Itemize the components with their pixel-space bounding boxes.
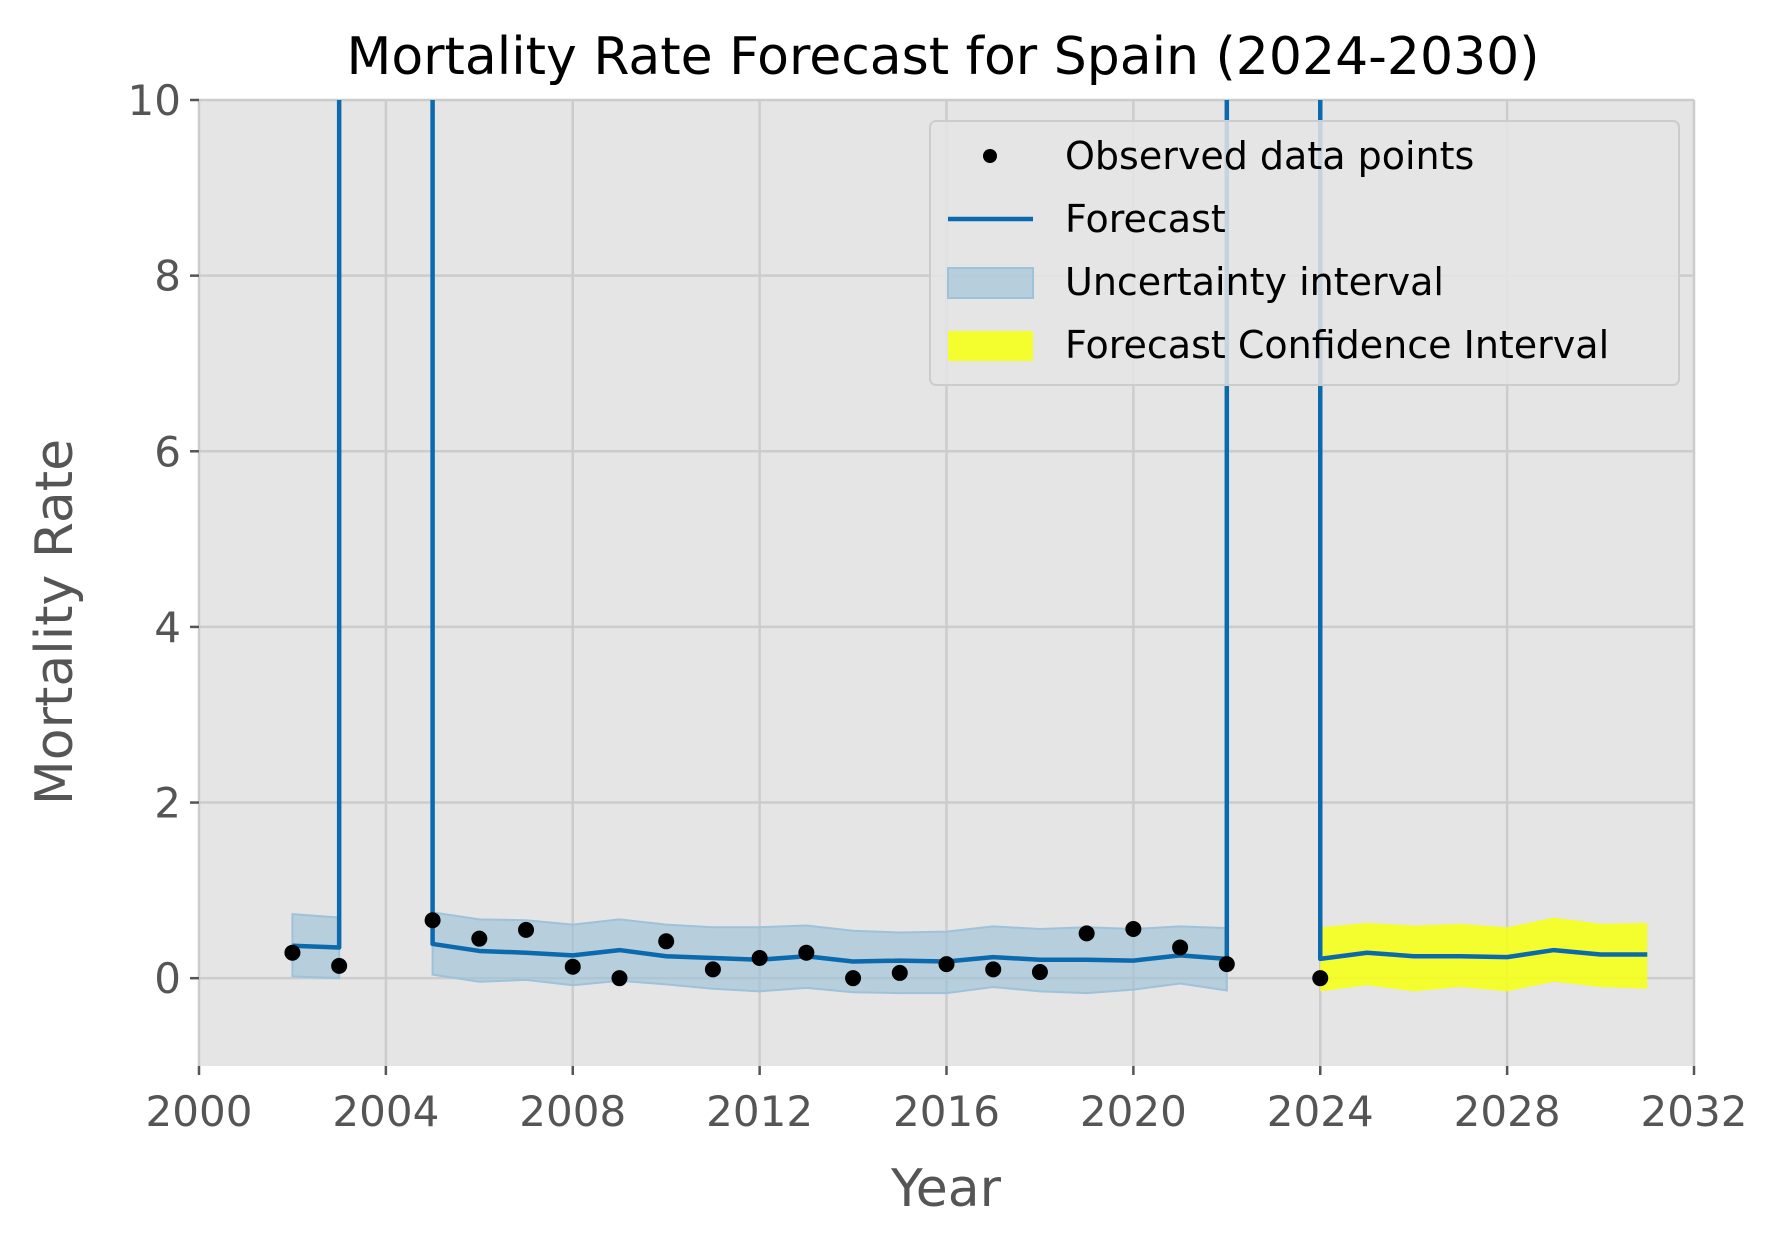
legend-label: Forecast bbox=[1065, 197, 1226, 241]
legend-handle-uncertainty bbox=[947, 267, 1034, 299]
legend-label: Forecast Confidence Interval bbox=[1065, 323, 1609, 367]
x-tick-label: 2020 bbox=[1080, 1087, 1187, 1136]
x-tick-label: 2012 bbox=[706, 1087, 813, 1136]
observed-point bbox=[704, 961, 721, 978]
y-axis-label: Mortality Rate bbox=[25, 439, 85, 805]
y-tick-label: 0 bbox=[154, 954, 181, 1003]
observed-point bbox=[424, 912, 441, 929]
observed-point bbox=[518, 921, 535, 938]
observed-point bbox=[1218, 956, 1235, 973]
x-tick-label: 2000 bbox=[146, 1087, 253, 1136]
observed-point bbox=[845, 970, 862, 987]
x-tick-label: 2004 bbox=[332, 1087, 439, 1136]
legend-label: Uncertainty interval bbox=[1065, 260, 1444, 304]
x-tick-label: 2028 bbox=[1454, 1087, 1561, 1136]
legend: Observed data points Forecast Uncertainty … bbox=[929, 120, 1680, 386]
observed-point bbox=[564, 958, 581, 975]
observed-point bbox=[331, 957, 348, 974]
legend-label: Observed data points bbox=[1065, 134, 1474, 178]
observed-point bbox=[985, 961, 1002, 978]
observed-point bbox=[1312, 970, 1329, 987]
y-tick-label: 4 bbox=[154, 603, 181, 652]
observed-point bbox=[798, 944, 815, 961]
observed-point bbox=[1078, 925, 1095, 942]
legend-handle-observed bbox=[983, 149, 997, 163]
x-tick-label: 2024 bbox=[1267, 1087, 1374, 1136]
x-tick-label: 2008 bbox=[519, 1087, 626, 1136]
y-tick-label: 10 bbox=[128, 76, 181, 125]
observed-point bbox=[751, 949, 768, 966]
chart-title: Mortality Rate Forecast for Spain (2024-… bbox=[346, 27, 1539, 87]
legend-handle-confidence bbox=[948, 331, 1033, 361]
forecast-line bbox=[292, 100, 1648, 964]
y-tick-label: 2 bbox=[154, 779, 181, 828]
observed-point bbox=[891, 964, 908, 981]
x-tick-label: 2016 bbox=[893, 1087, 1000, 1136]
x-tick-label: 2032 bbox=[1641, 1087, 1748, 1136]
legend-box bbox=[929, 120, 1680, 386]
observed-point bbox=[658, 933, 675, 950]
observed-point bbox=[1172, 939, 1189, 956]
observed-point bbox=[938, 956, 955, 973]
y-tick-label: 8 bbox=[154, 252, 181, 301]
plot-area bbox=[284, 100, 1648, 995]
x-axis-label: Year bbox=[890, 1159, 1002, 1219]
observed-point bbox=[471, 930, 488, 947]
observed-point bbox=[284, 944, 301, 961]
uncertainty-band bbox=[431, 911, 1228, 995]
observed-point bbox=[611, 970, 628, 987]
axis-ticks: 2000 2004 2008 2012 2016 2020 2024 2028 2032 0 2 4 6… bbox=[128, 76, 1748, 1136]
observed-point bbox=[1125, 921, 1142, 938]
y-tick-label: 6 bbox=[154, 427, 181, 476]
observed-point bbox=[1031, 964, 1048, 981]
